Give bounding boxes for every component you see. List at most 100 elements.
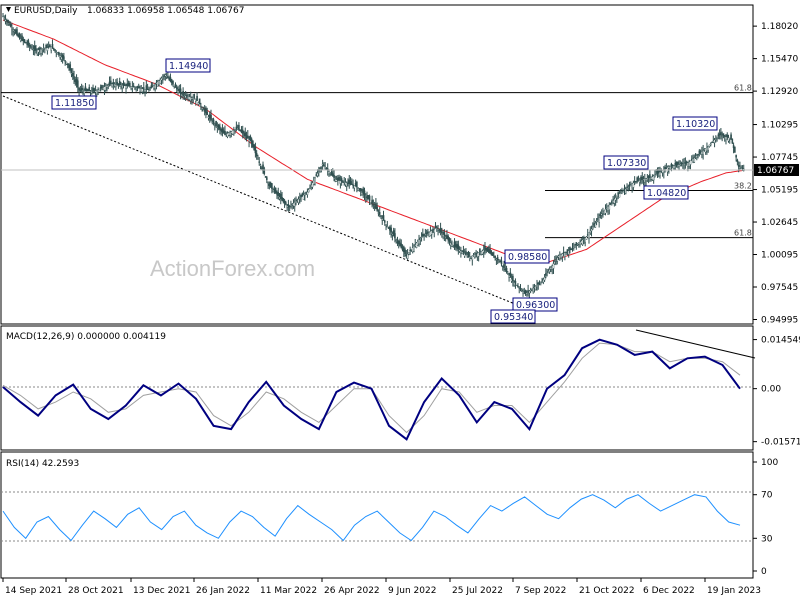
price-tick-label: 1.02645 [761, 218, 798, 228]
candle-body [490, 250, 493, 255]
candle-body [315, 174, 318, 176]
candle-body [611, 201, 613, 203]
candle-body [210, 114, 212, 121]
candle-body [229, 131, 231, 136]
candle-body [88, 87, 91, 92]
time-tick-label: 7 Sep 2022 [515, 586, 566, 596]
candle-body [272, 189, 274, 193]
candle-body [692, 158, 694, 163]
candle-body [339, 180, 342, 184]
candle-body [64, 60, 66, 62]
candle-body [501, 265, 504, 267]
candle-body [688, 161, 690, 167]
candle-body [230, 131, 233, 134]
candle-body [377, 212, 380, 214]
candle-body [126, 83, 129, 87]
candle-body [18, 34, 21, 38]
macd-axis: 0.014549 0.00 -0.015712 [753, 336, 800, 448]
candle-body [487, 249, 490, 253]
candle-body [505, 268, 508, 272]
candle-body [618, 193, 621, 198]
candle-body [285, 202, 287, 205]
candle-body [613, 198, 616, 204]
candle-body [22, 38, 25, 42]
candle-body [164, 74, 167, 77]
candle-body [430, 230, 433, 235]
candle-body [103, 86, 106, 91]
candle-body [51, 44, 54, 49]
candle-body [70, 73, 73, 75]
candle-body [302, 194, 305, 201]
candle-body [524, 290, 527, 295]
candle-body [331, 173, 334, 177]
candle-body [94, 90, 97, 93]
rsi-path [2, 494, 741, 542]
candle-body [137, 86, 140, 89]
candle-body [579, 241, 581, 245]
candle-body [581, 239, 584, 245]
candle-body [131, 86, 134, 88]
candle-body [117, 83, 120, 85]
candle-body [162, 76, 164, 79]
chart-menu-arrow[interactable] [6, 7, 11, 12]
candle-body [527, 290, 529, 293]
rsi-title: RSI(14) 42.2593 [6, 459, 79, 469]
candle-body [177, 90, 179, 94]
candle-body [337, 177, 339, 181]
candle-body [718, 133, 721, 135]
candle-body [410, 249, 413, 251]
price-tick-label: 1.10295 [761, 121, 798, 131]
candle-body [7, 19, 9, 24]
candle-body [632, 182, 635, 188]
candle-body [27, 40, 30, 46]
candle-body [504, 268, 507, 270]
candle-body [614, 197, 617, 201]
candle-body [659, 171, 661, 176]
candle-body [575, 242, 578, 246]
candle-body [593, 223, 595, 226]
candle-body [151, 86, 154, 88]
candle-body [356, 181, 358, 188]
time-tick-label: 6 Dec 2022 [643, 586, 695, 596]
candle-body [624, 188, 627, 194]
candle-body [6, 20, 8, 22]
candle-body [297, 198, 300, 203]
candle-body [405, 254, 408, 256]
candle-body [607, 206, 609, 211]
candle-body [352, 184, 354, 186]
time-tick-label: 9 Jun 2022 [388, 586, 436, 596]
candle-body [555, 259, 557, 261]
candle-body [111, 83, 113, 88]
candle-body [8, 24, 11, 26]
candle-body [13, 31, 16, 33]
current-price-tag: 1.06767 [754, 164, 799, 176]
candle-body [545, 273, 547, 276]
candle-body [551, 265, 554, 270]
candle-body [637, 180, 640, 182]
price-tick-label: 0.94995 [761, 315, 798, 325]
candle-body [397, 240, 400, 245]
candle-body [608, 204, 611, 210]
candle-body [174, 84, 177, 88]
candle-body [52, 47, 55, 50]
candle-body [107, 84, 110, 86]
candle-body [351, 183, 353, 185]
candle-body [200, 105, 202, 108]
candle-body [553, 261, 556, 265]
candle-body [271, 183, 273, 189]
candle-body [325, 167, 328, 170]
candle-body [485, 247, 488, 251]
candle-body [462, 250, 465, 253]
fib-label: 38.2 [734, 181, 752, 190]
level-label: 1.11850 [55, 98, 94, 109]
candle-body [735, 155, 737, 158]
candle-body [673, 165, 675, 169]
candle-body [304, 193, 306, 196]
candle-body [670, 163, 673, 167]
candle-body [347, 182, 349, 185]
candle-body [576, 243, 579, 246]
candle-body [321, 163, 324, 166]
candle-body [68, 65, 70, 68]
candle-body [136, 86, 139, 89]
